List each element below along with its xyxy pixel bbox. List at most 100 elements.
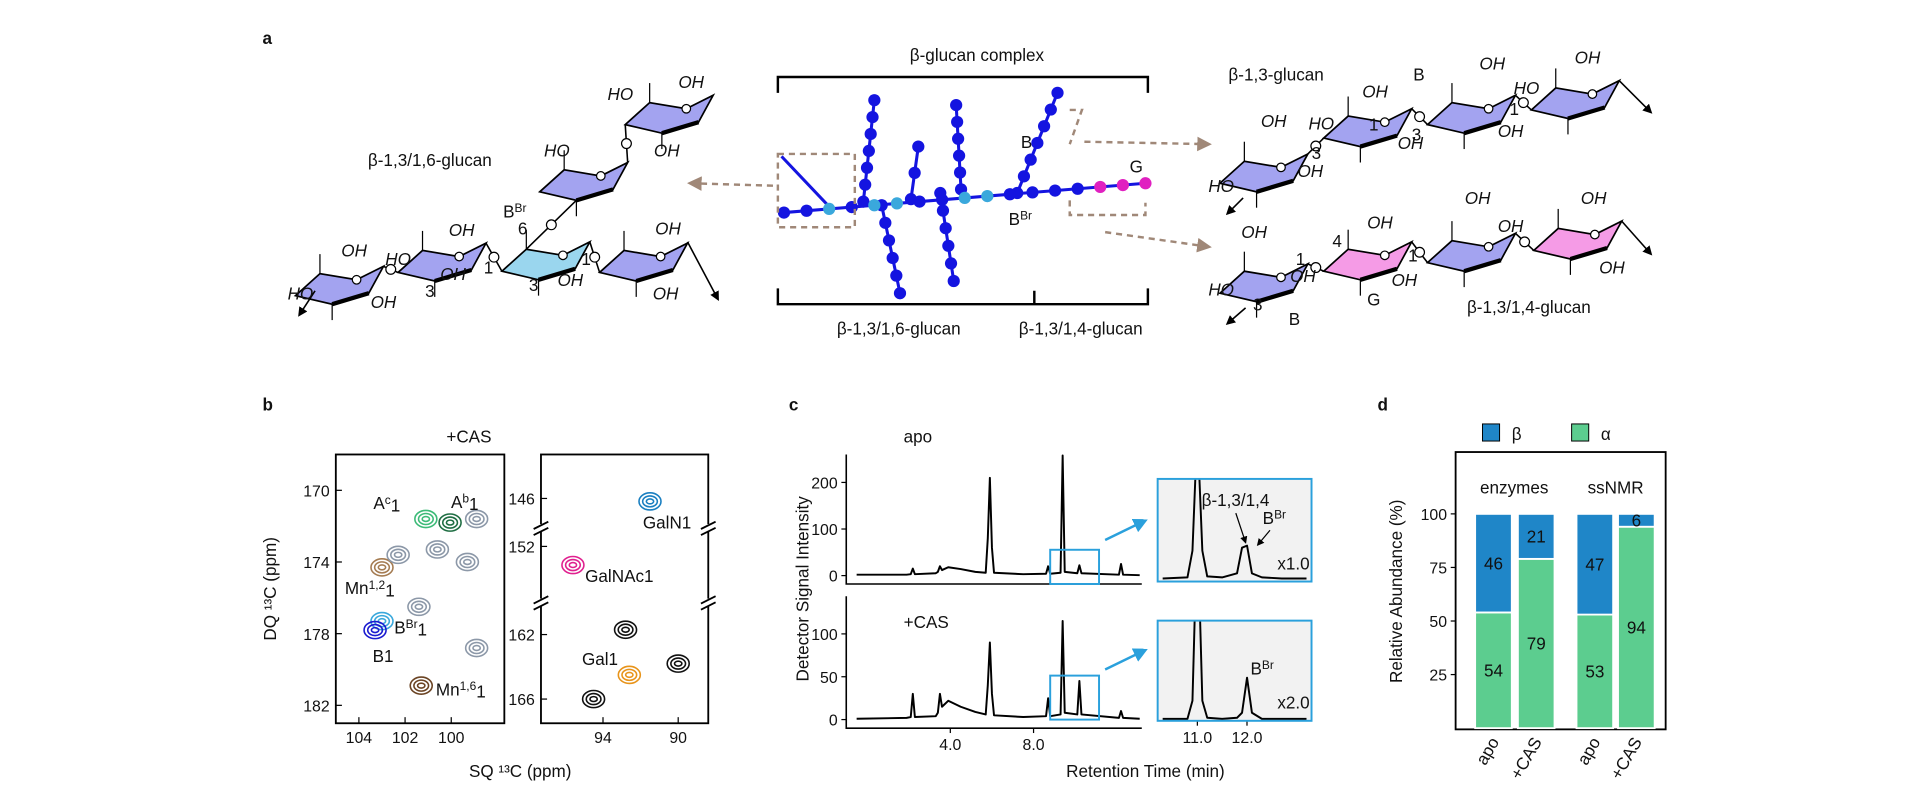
- value-label: 47: [1585, 555, 1604, 574]
- label-part: 1,2: [369, 578, 386, 592]
- peak-label: Mn1,61: [436, 679, 486, 702]
- sugar-unit: [951, 115, 964, 129]
- sugar-unit: [859, 178, 872, 191]
- linkage-number: 1: [484, 259, 494, 278]
- hydroxyl: OH: [1498, 217, 1524, 236]
- value-label: 54: [1484, 661, 1503, 680]
- plot-frame: [1454, 451, 1667, 731]
- peak: [464, 509, 489, 529]
- linkage-oxygen: [545, 219, 557, 231]
- tick-label: 8.0: [1023, 737, 1045, 754]
- sugar-unit: [939, 222, 952, 235]
- axis-break: [533, 595, 549, 611]
- sugar-unit: [890, 197, 904, 210]
- sugar-unit: [1048, 184, 1062, 197]
- linkage-oxygen: [1414, 111, 1426, 123]
- ring-oxygen: [454, 251, 465, 262]
- ring-oxygen: [351, 274, 362, 285]
- hydroxyl: OH: [371, 293, 397, 312]
- sugar-unit: [1003, 188, 1016, 201]
- sugar-unit: [1024, 153, 1037, 166]
- linkage-number: 4: [1332, 232, 1342, 251]
- inset-background: [1157, 620, 1312, 721]
- sugar-unit: [936, 204, 950, 217]
- linkage-oxygen: [1517, 97, 1529, 109]
- trace: [856, 454, 1140, 577]
- sugar-unit: [862, 144, 875, 157]
- peak: [363, 620, 387, 640]
- tick-label: 50: [1429, 614, 1447, 631]
- contour-level: [585, 692, 602, 706]
- ring-bond: [1359, 133, 1398, 149]
- contour-level: [564, 558, 582, 572]
- bracket-label: β-1,3/1,6-glucan: [837, 320, 961, 339]
- sugar-unit: [958, 191, 971, 205]
- chart-title: +CAS: [904, 613, 949, 632]
- contour-level: [366, 623, 384, 637]
- sugar-unit: [886, 251, 899, 265]
- sugar-unit: [1031, 136, 1044, 150]
- panel-label: d: [1377, 395, 1387, 414]
- ring-oxygen: [681, 103, 692, 114]
- ring-bond: [537, 266, 576, 282]
- sugar-unit: [947, 274, 960, 288]
- linkage-number: 3: [425, 282, 435, 301]
- label-part: 1: [469, 495, 479, 514]
- contour-level: [363, 620, 387, 640]
- x-tick-label: apo: [1472, 734, 1503, 768]
- contour-level: [621, 626, 631, 633]
- sugar-unit: [1071, 182, 1084, 195]
- peak: [407, 597, 431, 617]
- selection-box: [1068, 108, 1084, 145]
- contour-level: [370, 558, 394, 577]
- peak: [370, 558, 394, 577]
- peak: [455, 552, 480, 572]
- label-part: Mn: [345, 579, 369, 598]
- group-label: ssNMR: [1588, 479, 1644, 498]
- hydroxyl: OH: [678, 73, 704, 92]
- panel-label: a: [263, 29, 273, 48]
- peak: [666, 654, 690, 673]
- sugar-unit: [1139, 177, 1152, 190]
- sugar-ring: [597, 241, 690, 282]
- sugar-unit: [942, 239, 955, 252]
- label-part: 1,6: [460, 679, 477, 693]
- contour-level: [561, 555, 585, 575]
- contour-level: [645, 498, 655, 505]
- ring-bond: [1569, 245, 1608, 262]
- axis: [845, 596, 1142, 729]
- label-part: B: [1009, 210, 1020, 229]
- sugar-unit: [1094, 180, 1107, 194]
- peak-label: Mn1,21: [345, 578, 395, 601]
- contour-level: [432, 546, 442, 553]
- sugar-unit: [893, 287, 907, 300]
- inset-frame: [1156, 619, 1313, 722]
- hydroxyl: OH: [1398, 134, 1424, 153]
- tick-label: 178: [303, 627, 330, 644]
- x-tick-label: +CAS: [1507, 734, 1546, 783]
- sugar-unit: [953, 166, 967, 179]
- sugar-unit: [1051, 86, 1064, 99]
- ring-bond: [1463, 120, 1502, 136]
- selection-box: [1068, 200, 1147, 217]
- hydroxyl: OH: [1498, 122, 1524, 141]
- chain-end: [686, 241, 719, 302]
- tick-label: 100: [438, 730, 465, 747]
- hydroxyl: OH: [1599, 259, 1625, 278]
- contour-level: [617, 665, 642, 685]
- annotation: BBr: [1263, 508, 1286, 528]
- hydroxyl: HO: [544, 141, 570, 160]
- hydroxyl: OH: [1290, 267, 1316, 286]
- scale-label: x1.0: [1277, 554, 1309, 573]
- sugar-ring: [1531, 219, 1624, 260]
- axis-break: [700, 595, 717, 611]
- ring-oxygen: [558, 250, 568, 261]
- label-part: A: [373, 494, 385, 513]
- sugar-unit: [800, 204, 813, 217]
- peak: [617, 665, 642, 685]
- linkage-number: 3: [1312, 144, 1322, 163]
- label-part: Br: [1262, 658, 1274, 672]
- legend-swatch: [1481, 423, 1501, 442]
- zoom-box: [1049, 548, 1101, 585]
